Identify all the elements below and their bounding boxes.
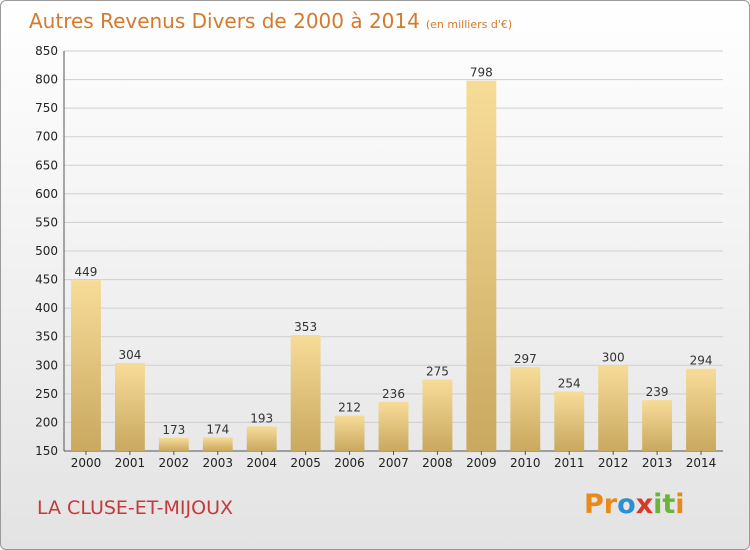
value-label: 304	[118, 348, 141, 362]
value-label: 300	[602, 350, 625, 364]
value-label: 254	[558, 377, 581, 391]
x-tick-label: 2002	[159, 456, 190, 470]
value-label: 173	[162, 423, 185, 437]
x-tick-label: 2006	[334, 456, 365, 470]
y-tick-label: 300	[35, 358, 58, 372]
proxiti-logo: Proxiti	[584, 489, 685, 520]
logo-letter: i	[675, 489, 685, 520]
y-tick-label: 850	[35, 44, 58, 58]
y-tick-label: 200	[35, 415, 58, 429]
x-tick-label: 2012	[598, 456, 629, 470]
y-tick-label: 350	[35, 330, 58, 344]
x-tick-label: 2011	[554, 456, 585, 470]
y-tick-label: 700	[35, 130, 58, 144]
value-label: 193	[250, 411, 273, 425]
x-tick-label: 2010	[510, 456, 541, 470]
bar-2002	[158, 437, 189, 451]
x-tick-label: 2005	[290, 456, 321, 470]
bar-2004	[246, 426, 277, 451]
x-tick-label: 2009	[466, 456, 497, 470]
title-text: Autres Revenus Divers de 2000 à 2014	[29, 9, 420, 33]
x-tick-label: 2000	[71, 456, 102, 470]
x-tick-label: 2007	[378, 456, 409, 470]
y-tick-label: 500	[35, 244, 58, 258]
logo-letter: o	[617, 489, 636, 520]
bar-2009	[466, 80, 497, 451]
y-tick-label: 250	[35, 387, 58, 401]
bar-2012	[598, 365, 629, 451]
x-tick-label: 2014	[686, 456, 717, 470]
value-label: 275	[426, 365, 449, 379]
bar-2011	[554, 391, 585, 451]
x-tick-label: 2008	[422, 456, 453, 470]
y-tick-label: 600	[35, 187, 58, 201]
value-label: 239	[646, 385, 669, 399]
chart-title: Autres Revenus Divers de 2000 à 2014 (en …	[29, 9, 512, 33]
bar-2010	[510, 367, 541, 451]
bar-2005	[290, 335, 321, 451]
bar-2000	[71, 280, 101, 451]
value-label: 449	[75, 265, 98, 279]
value-label: 353	[294, 320, 317, 334]
logo-letter: r	[603, 489, 618, 520]
bar-2001	[114, 363, 145, 451]
bar-2008	[422, 379, 453, 451]
value-label: 174	[206, 422, 229, 436]
bar-2013	[642, 400, 673, 451]
value-label: 212	[338, 401, 361, 415]
place-name: LA CLUSE-ET-MIJOUX	[37, 497, 233, 519]
value-label: 798	[470, 66, 493, 80]
logo-letter: P	[584, 489, 604, 520]
bar-2006	[334, 415, 365, 451]
bar-2003	[202, 437, 233, 451]
bar-2007	[378, 401, 409, 451]
x-tick-label: 2013	[642, 456, 673, 470]
y-tick-label: 650	[35, 158, 58, 172]
logo-letter: x	[635, 489, 654, 520]
y-tick-label: 450	[35, 273, 58, 287]
value-label: 297	[514, 352, 537, 366]
value-label: 236	[382, 387, 405, 401]
bar-2014	[686, 368, 716, 451]
y-tick-label: 400	[35, 301, 58, 315]
title-unit: (en milliers d'€)	[425, 18, 513, 31]
logo-letter: i	[653, 489, 663, 520]
x-tick-label: 2001	[115, 456, 146, 470]
y-tick-label: 750	[35, 101, 58, 115]
logo-letter: t	[662, 489, 676, 520]
x-tick-label: 2003	[202, 456, 233, 470]
y-tick-label: 800	[35, 73, 58, 87]
value-label: 294	[690, 354, 713, 368]
y-tick-label: 150	[35, 444, 58, 458]
x-tick-label: 2004	[246, 456, 277, 470]
y-tick-label: 550	[35, 215, 58, 229]
